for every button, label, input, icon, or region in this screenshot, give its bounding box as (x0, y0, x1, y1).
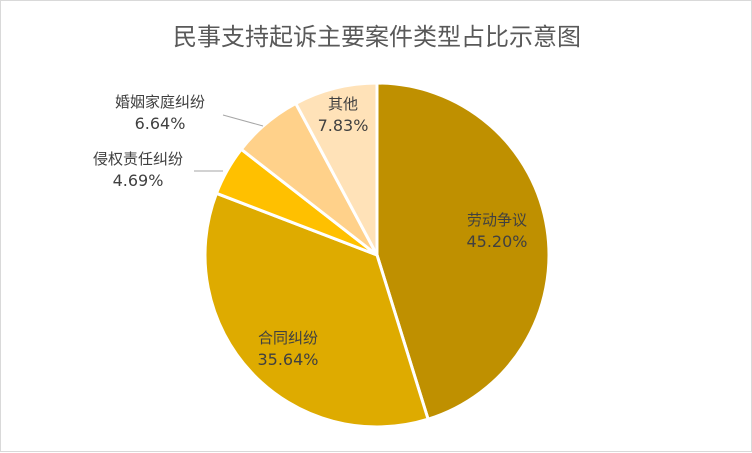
leader-lines (194, 114, 264, 172)
pie-slices (203, 81, 551, 429)
slice-category-label: 合同纠纷 (258, 329, 318, 347)
chart-title: 民事支持起诉主要案件类型占比示意图 (173, 23, 581, 51)
slice-category-label: 婚姻家庭纠纷 (115, 93, 205, 111)
slice-percent-label: 45.20% (466, 232, 527, 251)
slice-category-label: 其他 (328, 95, 358, 113)
pie-slice-5 (294, 81, 379, 257)
data-label-2: 合同纠纷 35.64% (257, 329, 318, 369)
data-label-4: 婚姻家庭纠纷 6.64% (115, 93, 205, 133)
data-label-5: 其他 7.83% (318, 95, 369, 135)
data-label-1: 劳动争议 45.20% (466, 211, 527, 251)
slice-percent-label: 7.83% (318, 116, 369, 135)
slice-percent-label: 35.64% (257, 350, 318, 369)
pie-slice-2 (203, 191, 430, 429)
slice-percent-label: 4.69% (113, 171, 164, 190)
leader-line-4 (222, 114, 264, 127)
slice-category-label: 侵权责任纠纷 (93, 150, 183, 168)
data-labels: 劳动争议 45.20% 合同纠纷 35.64% 侵权责任纠纷 4.69% 婚姻家庭纠纷 6.6… (93, 93, 528, 369)
data-label-3: 侵权责任纠纷 4.69% (93, 150, 183, 190)
slice-category-label: 劳动争议 (467, 211, 527, 229)
slice-percent-label: 6.64% (135, 114, 186, 133)
pie-slice-1 (375, 81, 551, 421)
